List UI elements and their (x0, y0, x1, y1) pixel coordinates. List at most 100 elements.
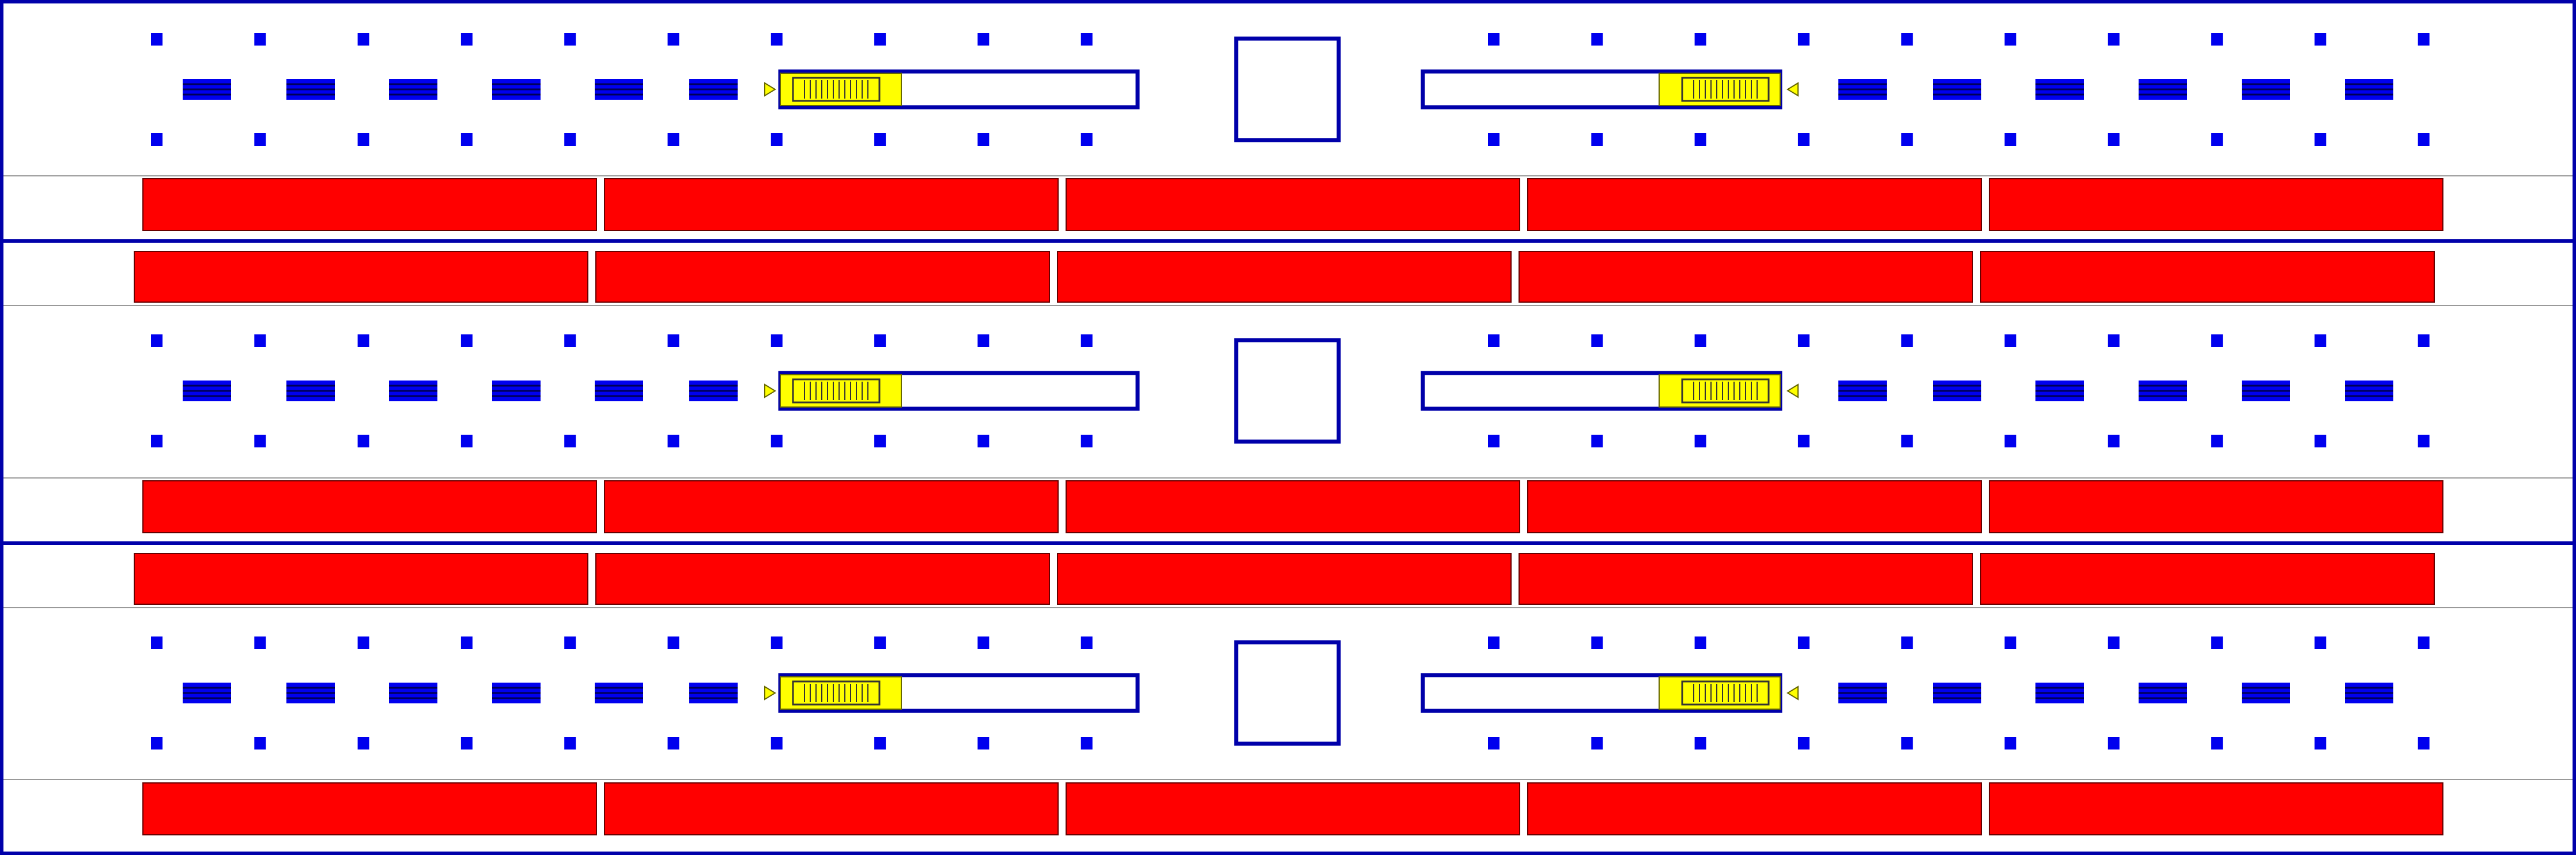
bench-icon (492, 79, 541, 100)
pillar-icon (1797, 334, 1810, 347)
pillar-icon (460, 636, 473, 649)
pillar-icon (2211, 33, 2223, 46)
pillar-icon (1488, 33, 1499, 46)
pillar-icon (1694, 334, 1706, 347)
pillar-icon (564, 133, 576, 146)
lower-edge-safety-zone-segment (1989, 782, 2443, 835)
pillar-icon (1901, 737, 1913, 749)
pillar-icon (1591, 33, 1603, 46)
pillar-icon (254, 133, 266, 146)
pillar-icon (2107, 33, 2120, 46)
pillar-icon (1901, 33, 1913, 46)
escalator-rail (1681, 378, 1770, 404)
bench-icon (2242, 683, 2290, 703)
lower-edge-safety-zone-segment (604, 178, 1059, 231)
bench-icon (389, 683, 437, 703)
pillar-icon (874, 435, 886, 447)
lower-edge-safety-zone-segment (1527, 178, 1982, 231)
escalator-rail (792, 77, 881, 102)
pillar-icon (1797, 435, 1810, 447)
pillar-icon (1901, 636, 1913, 649)
platform-3 (134, 553, 2443, 835)
escalator-icon (1421, 69, 1799, 110)
upper-edge-safety-zone-segment (134, 553, 588, 605)
pillar-icon (977, 334, 989, 347)
pillar-icon (151, 133, 163, 146)
pillar-icon (1694, 33, 1706, 46)
pillar-icon (1694, 636, 1706, 649)
arrow-icon (764, 383, 776, 398)
pillar-icon (151, 334, 163, 347)
pillar-icon (2004, 133, 2016, 146)
pillar-icon (254, 737, 266, 749)
arrow-icon (764, 685, 776, 700)
bench-icon (389, 79, 437, 100)
pillar-icon (254, 435, 266, 447)
pillar-icon (874, 334, 886, 347)
pillar-icon (2314, 737, 2326, 749)
lower-edge-safety-zone-segment (1989, 480, 2443, 533)
pillar-icon (2004, 737, 2016, 749)
pillar-icon (357, 737, 369, 749)
pillar-icon (2418, 33, 2430, 46)
lower-edge-safety-zone-segment (142, 178, 597, 231)
bench-icon (1838, 683, 1887, 703)
bench-icon (492, 683, 541, 703)
arrow-icon (1786, 685, 1799, 700)
pillar-icon (667, 334, 679, 347)
pillar-icon (1797, 33, 1810, 46)
pillar-icon (770, 33, 783, 46)
pillar-icon (770, 737, 783, 749)
pillar-icon (2314, 334, 2326, 347)
bench-icon (2242, 79, 2290, 100)
escalator-rail (792, 680, 881, 706)
escalator-rail (1681, 77, 1770, 102)
pillar-icon (667, 435, 679, 447)
pillar-icon (564, 737, 576, 749)
pillar-icon (2418, 334, 2430, 347)
pillar-icon (1081, 133, 1093, 146)
bench-icon (2035, 79, 2084, 100)
pillar-icon (977, 636, 989, 649)
pillar-icon (2004, 334, 2016, 347)
arrow-icon (1786, 82, 1799, 97)
pillar-icon (2004, 435, 2016, 447)
bench-icon (286, 683, 335, 703)
pillar-icon (1797, 737, 1810, 749)
pillar-icon (1797, 133, 1810, 146)
escalator-icon (764, 69, 1140, 110)
pillar-icon (1081, 33, 1093, 46)
pillar-icon (2107, 435, 2120, 447)
lower-edge-safety-zone-segment (142, 480, 597, 533)
escalator-icon (764, 673, 1140, 713)
bench-icon (389, 381, 437, 401)
bench-icon (2139, 381, 2187, 401)
pillar-icon (1797, 636, 1810, 649)
pillar-icon (1591, 334, 1603, 347)
pillar-icon (2004, 33, 2016, 46)
pillar-icon (460, 33, 473, 46)
upper-edge-safety-zone-segment (1519, 553, 1973, 605)
bench-icon (183, 381, 231, 401)
pillar-icon (357, 33, 369, 46)
pillar-icon (460, 435, 473, 447)
lower-edge-safety-zone-segment (1527, 480, 1982, 533)
central-structure (1234, 640, 1341, 746)
lower-edge-safety-zone-segment (142, 782, 597, 835)
upper-edge-safety-zone-segment (1057, 251, 1512, 303)
bench-icon (2345, 683, 2393, 703)
pillar-icon (357, 636, 369, 649)
pillar-icon (2418, 737, 2430, 749)
pillar-icon (1081, 636, 1093, 649)
escalator-icon (1421, 371, 1799, 411)
pillar-icon (667, 737, 679, 749)
pillar-icon (2107, 737, 2120, 749)
bench-icon (1933, 381, 1981, 401)
central-structure (1234, 338, 1341, 444)
bench-icon (2242, 381, 2290, 401)
bench-icon (2345, 381, 2393, 401)
bench-icon (595, 381, 643, 401)
upper-edge-safety-zone-segment (134, 251, 588, 303)
